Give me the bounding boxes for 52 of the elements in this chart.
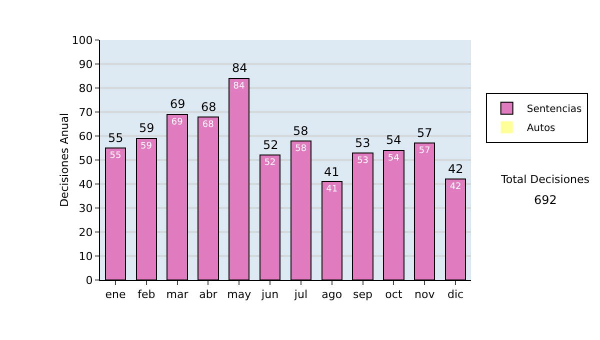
x-tick-label: feb [138,288,156,302]
total-label: 84 [232,61,248,75]
x-tick-label: jul [293,288,308,302]
total-label: 57 [417,126,432,140]
x-tick-label: may [227,288,252,302]
data-label: 59 [140,141,152,152]
x-tick-label: ene [105,288,126,302]
legend-label: Autos [526,123,556,134]
data-label: 53 [357,156,369,166]
x-tick-label: oct [385,288,403,302]
y-tick-label: 50 [78,154,93,167]
total-label: 54 [386,133,402,147]
total-label: 41 [324,165,340,179]
legend-label: Sentencias [526,104,582,116]
data-label: 84 [233,81,245,92]
total-label: 69 [170,97,186,111]
y-tick-label: 60 [78,130,93,143]
y-tick-label: 70 [78,106,93,119]
data-label: 57 [418,146,430,156]
data-label: 69 [171,117,184,128]
text: 692 [534,193,557,207]
x-tick-label: dic [447,288,464,302]
y-tick-label: 10 [78,250,93,263]
data-label: 58 [295,144,307,154]
total-label: 42 [448,162,464,176]
y-tick-label: 30 [78,202,93,215]
text: Total Decisiones [500,173,590,186]
y-tick-label: 80 [78,82,93,95]
y-tick-label: 40 [78,178,93,191]
data-label: 52 [264,158,276,168]
total-label: 59 [139,121,154,135]
total-label: 58 [293,124,308,138]
y-tick-label: 90 [78,58,93,71]
total-label: 55 [108,131,124,145]
data-label: 55 [110,151,122,161]
data-label: 54 [388,153,400,164]
data-label: 42 [450,182,462,192]
y-tick-label: 100 [72,34,93,47]
data-label: 41 [326,184,338,195]
data-label: 68 [202,120,214,130]
x-tick-label: abr [199,288,218,302]
y-tick-label: 20 [78,226,93,239]
x-tick-label: sep [353,288,373,302]
y-tick-label: 0 [86,274,93,287]
x-tick-label: mar [166,288,189,302]
total-label: 52 [263,138,278,152]
x-tick-label: ago [322,288,342,302]
y-axis-title: Decisiones Anual [58,112,71,208]
x-tick-label: nov [414,288,436,302]
total-label: 68 [201,100,216,114]
total-label: 53 [355,136,370,150]
x-tick-label: jun [260,288,279,302]
